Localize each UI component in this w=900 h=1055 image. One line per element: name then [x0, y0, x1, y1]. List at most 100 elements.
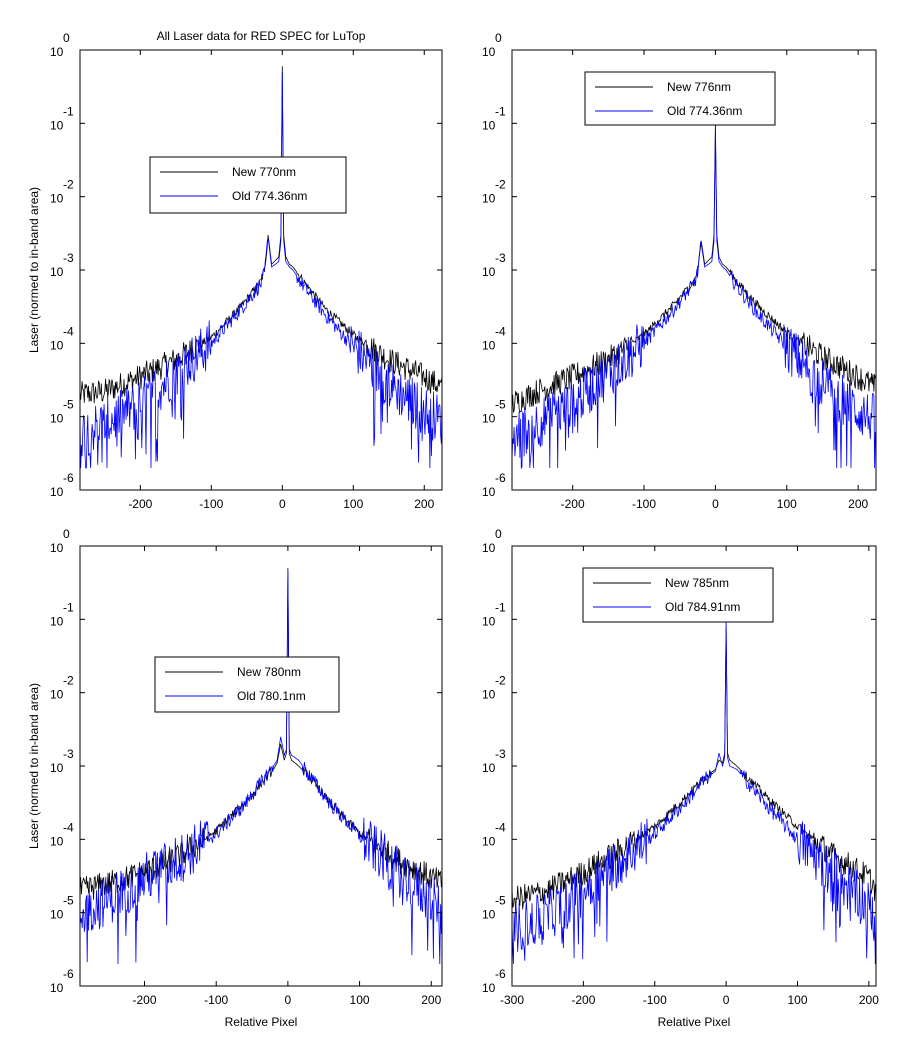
x-tick-label: -100: [643, 993, 667, 1007]
y-tick-label-base: 10: [50, 541, 64, 555]
legend-box: [154, 656, 340, 713]
y-tick-label-exponent: -2: [63, 178, 74, 192]
y-tick-label-base: 10: [50, 192, 64, 206]
y-tick-label-exponent: -4: [495, 820, 506, 834]
legend-box: [149, 156, 347, 214]
y-tick-label-base: 10: [50, 338, 64, 352]
x-tick-label: 0: [279, 497, 286, 511]
legend-entry: New 780nm: [237, 665, 301, 679]
y-tick-label-exponent: -6: [495, 967, 506, 981]
x-axis-label: Relative Pixel: [658, 1015, 731, 1029]
y-tick-label-exponent: -1: [63, 600, 74, 614]
y-tick-label-base: 10: [482, 485, 496, 499]
y-tick-label-exponent: 0: [495, 31, 502, 45]
y-tick-label-exponent: -1: [495, 104, 506, 118]
y-tick-label-exponent: 0: [63, 527, 70, 541]
series-line-new: [512, 123, 876, 414]
panel-bottom-left: -200 -100 0 100 20010010-110-210-310-410-510…: [27, 527, 443, 1029]
x-tick-label: -200: [571, 993, 595, 1007]
series-line-old: [512, 130, 876, 470]
x-tick-label: 200: [414, 497, 434, 511]
y-tick-label-base: 10: [50, 834, 64, 848]
y-tick-label-exponent: -5: [495, 398, 506, 412]
y-tick-label-exponent: -5: [495, 894, 506, 908]
y-tick-label-base: 10: [50, 118, 64, 132]
panel-top-left: -200 -100 0 100 20010010-110-210-310-410-510…: [27, 29, 443, 511]
x-axis-label: Relative Pixel: [225, 1015, 298, 1029]
y-tick-label-base: 10: [482, 412, 496, 426]
series-line-new: [512, 626, 876, 911]
x-tick-label: 100: [777, 497, 797, 511]
legend-entry: Old 774.36nm: [667, 104, 742, 118]
axes-box: [79, 545, 443, 987]
series-line-old: [512, 619, 876, 965]
legend-entry: New 785nm: [665, 576, 729, 590]
y-tick-label-base: 10: [50, 265, 64, 279]
y-tick-label-base: 10: [50, 761, 64, 775]
y-tick-label-exponent: -3: [63, 251, 74, 265]
x-tick-label: -200: [128, 497, 152, 511]
x-tick-label: -200: [132, 993, 156, 1007]
legend-entry: New 776nm: [667, 80, 731, 94]
y-tick-label-exponent: -6: [495, 471, 506, 485]
legend-box: [582, 567, 774, 623]
x-tick-label: 0: [712, 497, 719, 511]
y-tick-label-exponent: -2: [495, 178, 506, 192]
y-tick-label-exponent: -3: [495, 251, 506, 265]
y-tick-label-base: 10: [482, 45, 496, 59]
x-tick-label: 100: [350, 993, 370, 1007]
y-tick-label-base: 10: [50, 614, 64, 628]
x-tick-label: -100: [632, 497, 656, 511]
x-tick-label: 200: [848, 497, 868, 511]
y-tick-label-base: 10: [482, 908, 496, 922]
legend: New 780nm Old 780.1nm: [154, 656, 340, 713]
y-tick-label-base: 10: [50, 981, 64, 995]
series-line-new: [80, 568, 442, 900]
y-tick-label-exponent: -5: [63, 398, 74, 412]
y-tick-label-base: 10: [482, 761, 496, 775]
y-tick-label-exponent: -2: [63, 674, 74, 688]
y-tick-label-exponent: -6: [63, 471, 74, 485]
legend-entry: New 770nm: [232, 165, 296, 179]
y-tick-label-base: 10: [482, 614, 496, 628]
y-tick-label-exponent: -4: [63, 820, 74, 834]
y-tick-label-base: 10: [50, 412, 64, 426]
y-tick-label-base: 10: [482, 688, 496, 702]
y-tick-label-base: 10: [482, 981, 496, 995]
x-tick-label: 100: [343, 497, 363, 511]
y-tick-label-exponent: -4: [63, 324, 74, 338]
legend: New 785nm Old 784.91nm: [582, 567, 774, 623]
panel-top-right: -200 -100 0 100 20010010-110-210-310-410-510…: [482, 31, 877, 511]
y-tick-label-exponent: -3: [495, 747, 506, 761]
series-line-old: [80, 571, 442, 965]
y-tick-label-exponent: -5: [63, 894, 74, 908]
y-tick-label-exponent: 0: [495, 527, 502, 541]
y-tick-label-base: 10: [482, 265, 496, 279]
legend: New 776nm Old 774.36nm: [584, 71, 776, 126]
legend-box: [584, 71, 776, 126]
series-line-old: [80, 72, 442, 469]
x-tick-label: -300: [500, 993, 524, 1007]
y-tick-label-base: 10: [482, 118, 496, 132]
y-axis-label: Laser (normed to in-band area): [27, 187, 41, 353]
panel-bottom-right: -300 -200 -100 0 100 20010010-110-210-310-410…: [482, 527, 879, 1029]
x-tick-label: 0: [723, 993, 730, 1007]
x-tick-label: 100: [787, 993, 807, 1007]
y-tick-label-exponent: -1: [63, 104, 74, 118]
legend-entry: Old 774.36nm: [232, 189, 307, 203]
legend: New 770nm Old 774.36nm: [149, 156, 347, 214]
y-tick-label-base: 10: [50, 908, 64, 922]
y-tick-label-base: 10: [50, 485, 64, 499]
y-tick-label-exponent: -2: [495, 674, 506, 688]
legend-entry: Old 780.1nm: [237, 689, 306, 703]
y-tick-label-exponent: -1: [495, 600, 506, 614]
x-tick-label: -200: [561, 497, 585, 511]
x-tick-label: 200: [421, 993, 441, 1007]
x-tick-label: -100: [199, 497, 223, 511]
y-tick-label-exponent: -4: [495, 324, 506, 338]
x-tick-label: 200: [859, 993, 879, 1007]
y-tick-label-exponent: -3: [63, 747, 74, 761]
x-tick-label: -100: [204, 993, 228, 1007]
y-tick-label-base: 10: [482, 338, 496, 352]
